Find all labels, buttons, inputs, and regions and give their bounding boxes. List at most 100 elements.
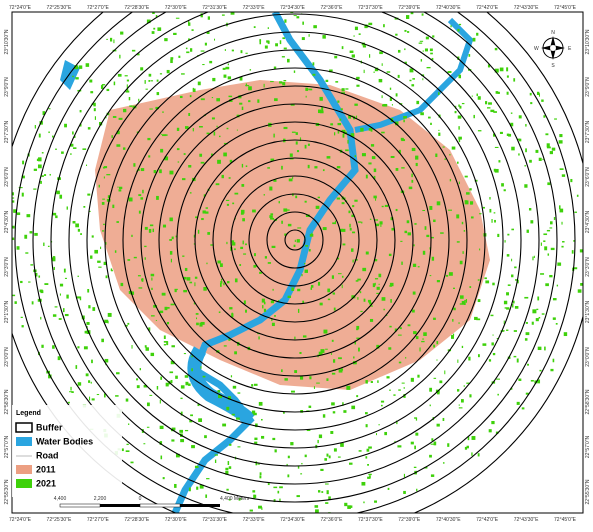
green-patch	[415, 433, 418, 436]
green-patch	[321, 107, 323, 111]
green-patch	[341, 229, 345, 232]
green-patch	[465, 200, 468, 201]
green-patch	[553, 359, 555, 363]
green-patch	[381, 401, 384, 403]
green-patch	[425, 226, 427, 230]
green-patch	[189, 488, 191, 492]
green-patch	[106, 174, 110, 175]
green-patch	[212, 78, 215, 81]
green-patch	[321, 491, 323, 493]
green-patch	[362, 153, 366, 156]
green-patch	[382, 95, 383, 98]
green-patch	[365, 456, 367, 458]
green-patch	[492, 335, 493, 336]
green-patch	[217, 261, 220, 264]
green-patch	[35, 125, 36, 129]
green-patch	[146, 347, 149, 350]
green-patch	[185, 382, 188, 385]
green-patch	[294, 15, 297, 16]
green-patch	[370, 219, 372, 220]
green-patch	[98, 267, 101, 268]
green-patch	[388, 347, 391, 349]
green-patch	[220, 281, 222, 284]
longitude-label: 72°42'0"E	[476, 517, 499, 523]
green-patch	[250, 69, 251, 70]
green-patch	[187, 277, 191, 280]
latitude-label: 23°1'30"N	[4, 300, 10, 323]
green-patch	[305, 201, 307, 203]
green-patch	[296, 141, 298, 144]
green-patch	[494, 212, 496, 213]
green-patch	[431, 444, 434, 445]
green-patch	[491, 342, 493, 345]
green-patch	[292, 132, 296, 133]
green-patch	[234, 351, 237, 354]
green-patch	[419, 43, 423, 44]
green-patch	[309, 406, 312, 408]
green-patch	[287, 59, 290, 63]
green-patch	[412, 310, 415, 313]
green-patch	[360, 311, 362, 312]
green-patch	[412, 148, 416, 151]
green-patch	[338, 457, 341, 458]
green-patch	[163, 477, 165, 479]
green-patch	[129, 105, 132, 106]
green-patch	[467, 446, 469, 449]
green-patch	[237, 130, 238, 131]
green-patch	[313, 25, 317, 28]
green-patch	[71, 391, 73, 393]
green-patch	[204, 435, 207, 438]
green-patch	[199, 154, 202, 157]
green-patch	[373, 72, 374, 73]
green-patch	[497, 234, 499, 237]
longitude-label: 72°40'30"E	[436, 517, 461, 523]
latitude-label: 23°7'30"N	[585, 120, 591, 143]
green-patch	[404, 474, 405, 478]
green-patch	[169, 371, 173, 373]
green-patch	[80, 110, 82, 112]
green-patch	[262, 305, 263, 308]
green-patch	[254, 26, 256, 28]
green-patch	[572, 250, 574, 254]
green-patch	[313, 62, 315, 65]
green-patch	[446, 275, 448, 277]
green-patch	[403, 491, 406, 494]
green-patch	[473, 38, 476, 42]
green-patch	[389, 326, 391, 328]
green-patch	[281, 369, 283, 372]
green-patch	[256, 461, 258, 465]
green-patch	[86, 165, 87, 166]
green-patch	[460, 303, 463, 304]
green-patch	[411, 84, 414, 86]
green-patch	[73, 147, 77, 149]
green-patch	[435, 154, 437, 157]
green-patch	[471, 216, 474, 218]
green-patch	[376, 293, 378, 294]
longitude-label: 72°27'0"E	[87, 517, 110, 523]
scale-label: 0	[139, 496, 142, 502]
green-patch	[143, 443, 145, 444]
green-patch	[149, 229, 151, 233]
green-patch	[375, 219, 378, 220]
longitude-label: 72°24'0"E	[9, 5, 32, 11]
green-patch	[351, 248, 353, 251]
green-patch	[354, 200, 357, 202]
green-patch	[91, 360, 93, 364]
green-patch	[343, 134, 345, 138]
green-patch	[236, 418, 240, 420]
green-patch	[504, 301, 507, 305]
green-patch	[350, 51, 354, 53]
green-patch	[181, 73, 185, 74]
green-patch	[495, 48, 498, 50]
green-patch	[180, 439, 184, 442]
green-patch	[79, 65, 83, 68]
green-patch	[113, 39, 114, 43]
green-patch	[212, 117, 215, 119]
green-patch	[458, 137, 462, 140]
green-patch	[59, 318, 62, 320]
green-patch	[279, 486, 283, 488]
green-patch	[205, 494, 207, 497]
green-patch	[531, 380, 534, 382]
green-patch	[300, 376, 303, 379]
green-patch	[87, 289, 89, 293]
